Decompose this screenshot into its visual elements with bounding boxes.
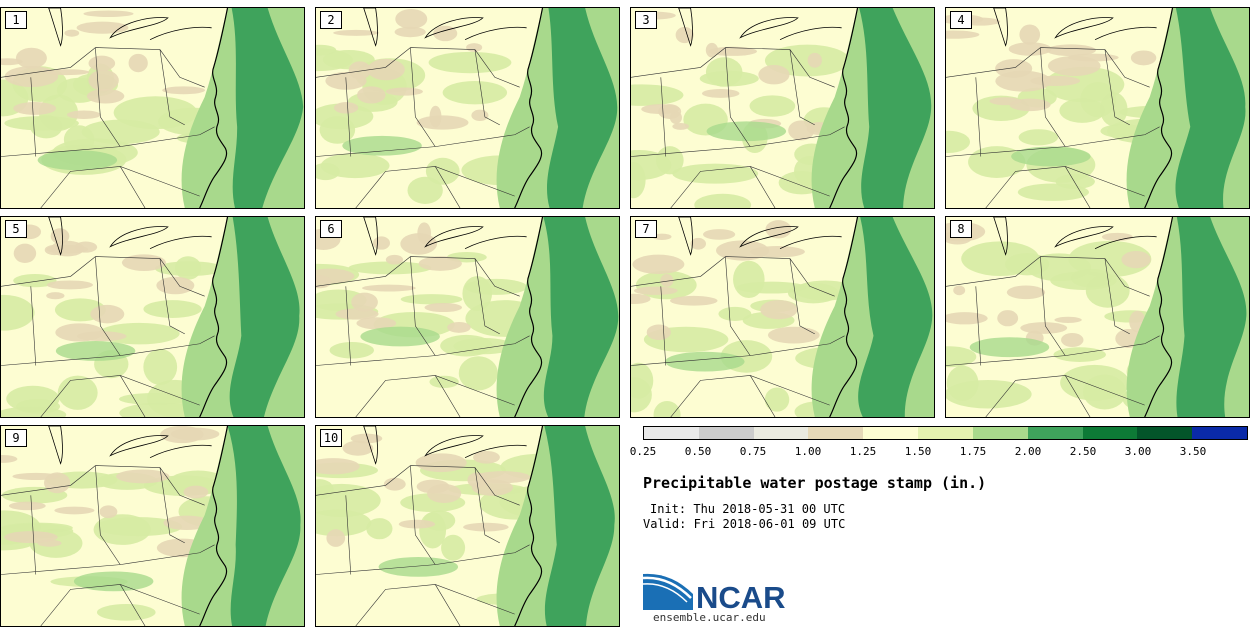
member-label: 5: [5, 220, 27, 238]
precipitable-water-map: [946, 8, 1249, 208]
member-panel-2: 2: [315, 7, 620, 209]
colorbar-swatch: [1137, 427, 1193, 439]
precipitable-water-map: [1, 8, 304, 208]
colorbar-swatch: [644, 427, 699, 439]
colorbar-swatch: [918, 427, 973, 439]
valid-time: Valid: Fri 2018-06-01 09 UTC: [643, 517, 846, 531]
member-label: 3: [635, 11, 657, 29]
precipitable-water-map: [316, 426, 619, 626]
precipitable-water-map: [316, 8, 619, 208]
colorbar-tick: 1.75: [959, 445, 987, 458]
member-label: 10: [320, 429, 342, 447]
member-panel-9: 9: [0, 425, 305, 627]
colorbar-swatch: [698, 427, 754, 439]
colorbar-tick: 1.00: [794, 445, 822, 458]
colorbar-tick: 0.50: [684, 445, 712, 458]
colorbar-tick: 2.50: [1069, 445, 1097, 458]
precipitable-water-map: [1, 426, 304, 626]
member-label: 1: [5, 11, 27, 29]
precipitable-water-map: [631, 217, 934, 417]
member-panel-5: 5: [0, 216, 305, 418]
colorbar-tick: 2.00: [1014, 445, 1042, 458]
member-panel-4: 4: [945, 7, 1250, 209]
logo-text: NCAR: [696, 580, 786, 614]
colorbar-tick: 0.25: [629, 445, 657, 458]
member-panel-6: 6: [315, 216, 620, 418]
time-info: Init: Thu 2018-05-31 00 UTC Valid: Fri 2…: [643, 502, 845, 532]
colorbar-swatch: [1192, 427, 1247, 439]
colorbar-tick: 1.25: [849, 445, 877, 458]
precipitable-water-colorbar: [643, 426, 1248, 440]
member-label: 4: [950, 11, 972, 29]
precipitable-water-map: [946, 217, 1249, 417]
init-time: Init: Thu 2018-05-31 00 UTC: [650, 502, 846, 516]
precipitable-water-map: [1, 217, 304, 417]
member-label: 7: [635, 220, 657, 238]
member-label: 8: [950, 220, 972, 238]
colorbar-swatch: [1027, 427, 1083, 439]
logo-url: ensemble.ucar.edu: [653, 611, 766, 624]
map-title: Precipitable water postage stamp (in.): [643, 474, 987, 492]
colorbar-tick: 3.50: [1179, 445, 1207, 458]
member-panel-10: 10: [315, 425, 620, 627]
colorbar-swatch: [863, 427, 919, 439]
colorbar-tick: 3.00: [1124, 445, 1152, 458]
member-panel-3: 3: [630, 7, 935, 209]
precipitable-water-map: [316, 217, 619, 417]
colorbar-tick-labels: 0.25 0.50 0.75 1.00 1.25 1.50 1.75 2.00 2.50 3.00…: [630, 445, 1248, 459]
member-label: 6: [320, 220, 342, 238]
colorbar-swatch: [972, 427, 1028, 439]
ncar-logo: NCAR: [642, 573, 786, 614]
colorbar-swatch: [808, 427, 864, 439]
colorbar-tick: 1.50: [904, 445, 932, 458]
member-label: 2: [320, 11, 342, 29]
precipitable-water-map: [631, 8, 934, 208]
member-label: 9: [5, 429, 27, 447]
member-panel-8: 8: [945, 216, 1250, 418]
member-panel-7: 7: [630, 216, 935, 418]
member-panel-1: 1: [0, 7, 305, 209]
colorbar-swatch: [753, 427, 809, 439]
colorbar-swatch: [1082, 427, 1138, 439]
colorbar-tick: 0.75: [739, 445, 767, 458]
